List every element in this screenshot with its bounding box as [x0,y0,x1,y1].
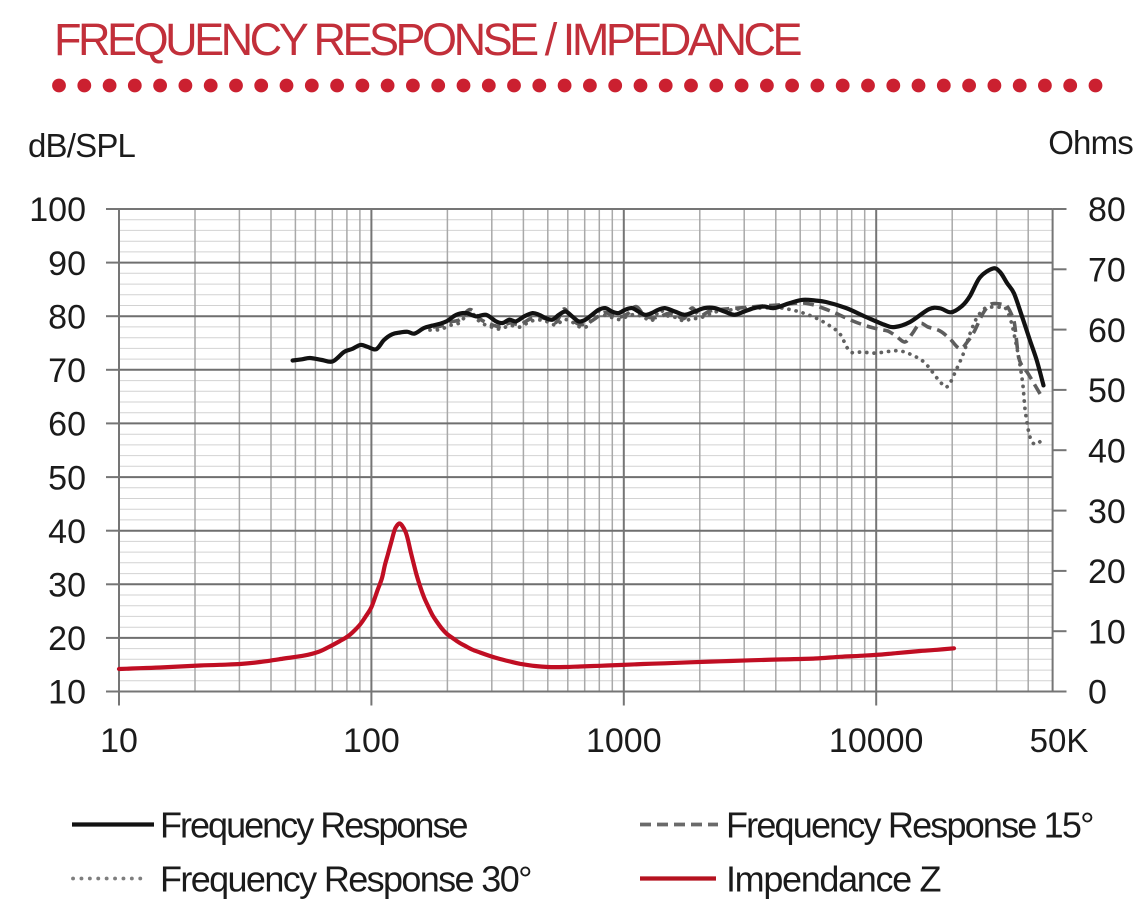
svg-text:40: 40 [1088,432,1126,470]
svg-text:50: 50 [1088,372,1126,410]
svg-text:90: 90 [48,245,86,283]
svg-text:100: 100 [343,722,400,760]
svg-text:70: 70 [1088,252,1126,290]
svg-text:Frequency Response: Frequency Response [160,805,468,846]
svg-text:60: 60 [48,406,86,444]
svg-text:FREQUENCY RESPONSE / IMPEDANCE: FREQUENCY RESPONSE / IMPEDANCE [54,14,801,65]
svg-text:20: 20 [48,620,86,658]
svg-text:Frequency Response 30°: Frequency Response 30° [160,859,532,900]
svg-text:30: 30 [48,567,86,605]
svg-text:50: 50 [48,459,86,497]
svg-text:10: 10 [48,674,86,712]
svg-text:40: 40 [48,513,86,551]
svg-text:1000: 1000 [586,722,662,760]
svg-text:Impendance Z: Impendance Z [726,859,941,900]
svg-text:10: 10 [1088,613,1126,651]
svg-text:60: 60 [1088,312,1126,350]
svg-text:dB/SPL: dB/SPL [28,127,136,164]
svg-text:70: 70 [48,352,86,390]
svg-text:10: 10 [100,722,138,760]
svg-text:80: 80 [1088,191,1126,229]
svg-text:10000: 10000 [829,722,924,760]
svg-text:Ohms: Ohms [1048,124,1133,161]
svg-text:80: 80 [48,298,86,336]
svg-text:20: 20 [1088,553,1126,591]
svg-text:30: 30 [1088,493,1126,531]
svg-text:Frequency Response 15°: Frequency Response 15° [726,805,1094,846]
svg-text:0: 0 [1088,674,1107,712]
svg-text:100: 100 [29,191,86,229]
svg-text:50K: 50K [1030,722,1089,759]
